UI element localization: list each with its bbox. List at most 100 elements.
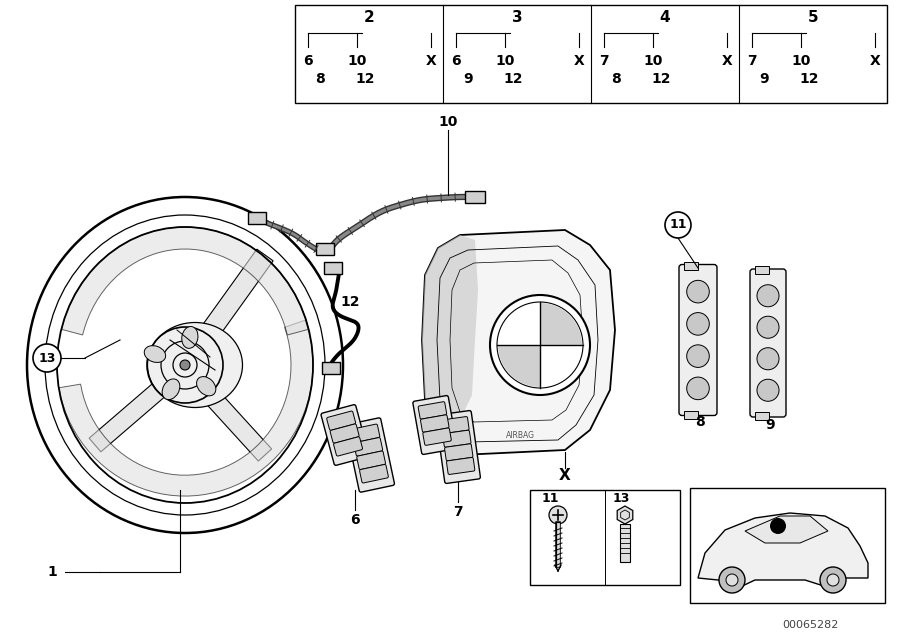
Bar <box>690 488 885 603</box>
Text: X: X <box>722 54 733 68</box>
Text: 7: 7 <box>747 54 757 68</box>
FancyBboxPatch shape <box>418 402 446 419</box>
FancyBboxPatch shape <box>443 430 471 447</box>
Circle shape <box>820 567 846 593</box>
Bar <box>620 524 630 562</box>
FancyBboxPatch shape <box>334 437 363 456</box>
Text: 7: 7 <box>599 54 608 68</box>
Ellipse shape <box>144 345 166 363</box>
FancyBboxPatch shape <box>351 424 380 443</box>
Text: X: X <box>559 469 571 483</box>
Circle shape <box>497 302 583 388</box>
Text: 3: 3 <box>512 11 522 25</box>
Text: 9: 9 <box>765 418 775 432</box>
Ellipse shape <box>148 323 242 408</box>
Text: AIRBAG: AIRBAG <box>506 431 535 439</box>
Polygon shape <box>422 230 615 455</box>
FancyBboxPatch shape <box>356 451 385 469</box>
FancyBboxPatch shape <box>420 415 449 432</box>
Text: 11: 11 <box>542 491 560 504</box>
Text: 13: 13 <box>39 352 56 364</box>
Text: 10: 10 <box>791 54 811 68</box>
Polygon shape <box>58 320 313 496</box>
Bar <box>684 262 698 269</box>
Text: 9: 9 <box>760 72 769 86</box>
Text: 10: 10 <box>347 54 367 68</box>
Circle shape <box>757 348 779 370</box>
Circle shape <box>770 518 786 534</box>
Text: 12: 12 <box>503 72 523 86</box>
Polygon shape <box>89 376 173 452</box>
Text: X: X <box>573 54 584 68</box>
Ellipse shape <box>162 379 180 399</box>
Bar <box>316 243 334 255</box>
Text: 1: 1 <box>47 565 57 579</box>
FancyBboxPatch shape <box>330 424 359 443</box>
Polygon shape <box>191 249 273 353</box>
Circle shape <box>687 377 709 399</box>
Text: 00065282: 00065282 <box>782 620 838 630</box>
Circle shape <box>757 379 779 401</box>
Text: 6: 6 <box>451 54 461 68</box>
Circle shape <box>687 280 709 303</box>
Polygon shape <box>422 235 478 440</box>
Text: 6: 6 <box>350 513 360 527</box>
Bar <box>248 212 266 224</box>
Circle shape <box>33 344 61 372</box>
Text: 12: 12 <box>340 295 360 309</box>
Circle shape <box>726 574 738 586</box>
FancyBboxPatch shape <box>327 411 356 431</box>
Text: X: X <box>426 54 436 68</box>
Bar <box>465 191 485 203</box>
Text: 10: 10 <box>496 54 515 68</box>
Text: 7: 7 <box>454 505 463 519</box>
Bar <box>324 262 342 274</box>
Text: 2: 2 <box>364 11 374 25</box>
Circle shape <box>687 345 709 368</box>
FancyBboxPatch shape <box>436 411 481 483</box>
Polygon shape <box>196 381 272 461</box>
FancyBboxPatch shape <box>679 265 717 415</box>
FancyBboxPatch shape <box>441 417 469 434</box>
Polygon shape <box>745 516 828 543</box>
FancyBboxPatch shape <box>346 418 394 492</box>
Text: 11: 11 <box>670 218 687 232</box>
Text: 4: 4 <box>660 11 670 25</box>
Circle shape <box>719 567 745 593</box>
Circle shape <box>827 574 839 586</box>
Wedge shape <box>540 303 582 345</box>
Text: X: X <box>869 54 880 68</box>
Polygon shape <box>617 506 633 524</box>
FancyBboxPatch shape <box>446 457 475 474</box>
Text: 9: 9 <box>464 72 472 86</box>
FancyBboxPatch shape <box>413 396 457 455</box>
Text: 12: 12 <box>356 72 375 86</box>
FancyBboxPatch shape <box>354 438 382 456</box>
Circle shape <box>757 316 779 338</box>
Circle shape <box>665 212 691 238</box>
Polygon shape <box>698 513 868 588</box>
Circle shape <box>757 284 779 307</box>
Bar <box>755 266 769 274</box>
FancyBboxPatch shape <box>445 444 473 461</box>
Circle shape <box>180 360 190 370</box>
Text: 12: 12 <box>652 72 670 86</box>
Bar <box>295 5 887 103</box>
FancyBboxPatch shape <box>321 404 369 465</box>
Text: 8: 8 <box>315 72 325 86</box>
Bar <box>322 362 340 374</box>
Bar <box>684 410 698 418</box>
Ellipse shape <box>182 326 198 349</box>
Circle shape <box>490 295 590 395</box>
Text: 10: 10 <box>644 54 662 68</box>
Text: 10: 10 <box>438 115 458 129</box>
FancyBboxPatch shape <box>360 464 389 483</box>
Text: 8: 8 <box>695 415 705 429</box>
Wedge shape <box>498 345 540 387</box>
Text: 6: 6 <box>303 54 313 68</box>
Ellipse shape <box>196 377 216 396</box>
FancyBboxPatch shape <box>750 269 786 417</box>
Circle shape <box>687 312 709 335</box>
Text: 12: 12 <box>799 72 819 86</box>
Bar <box>755 412 769 420</box>
